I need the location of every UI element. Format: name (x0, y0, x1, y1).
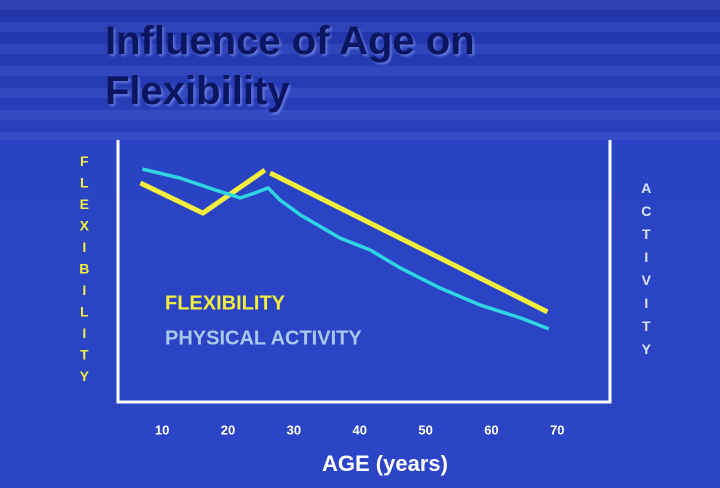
x-tick-label: 10 (155, 422, 169, 437)
axis-frame (116, 140, 612, 404)
x-tick-label: 50 (418, 422, 432, 437)
y-axis-label: FLEXIBILITY (76, 153, 92, 390)
x-axis-label: AGE (years) (322, 451, 448, 476)
x-tick-label: 60 (484, 422, 498, 437)
series-line (139, 168, 549, 315)
chart-title: Influence of Age on Flexibility (105, 19, 475, 113)
x-tick-label: 20 (221, 422, 235, 437)
background-stripes (0, 0, 720, 140)
legend-entry: FLEXIBILITY (165, 292, 286, 314)
x-tick-label: 70 (550, 422, 564, 437)
series-line (141, 167, 550, 331)
legend-entry: PHYSICAL ACTIVITY (165, 327, 362, 349)
y2-axis-label: ACTIVITY (638, 180, 654, 364)
x-tick-label: 40 (352, 422, 366, 437)
x-tick-label: 30 (287, 422, 301, 437)
